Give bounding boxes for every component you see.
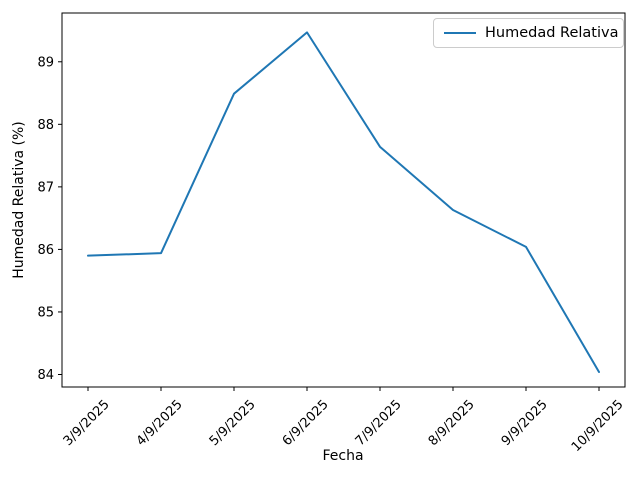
legend-line-sample-icon [444, 32, 476, 34]
x-tick-label: 6/9/2025 [280, 397, 332, 449]
x-tick-label: 7/9/2025 [353, 397, 405, 449]
y-tick-label: 87 [37, 180, 54, 195]
x-tick-label: 3/9/2025 [61, 397, 113, 449]
x-axis-label: Fecha [322, 448, 364, 464]
y-tick-label: 85 [37, 305, 54, 320]
x-tick-label: 9/9/2025 [499, 397, 551, 449]
plot-border [61, 12, 626, 388]
y-tick-label: 88 [37, 118, 54, 133]
x-tick-label: 8/9/2025 [426, 397, 478, 449]
y-axis-label: Humedad Relativa (%) [11, 121, 27, 279]
legend-label: Humedad Relativa [485, 25, 619, 41]
y-tick-label: 84 [37, 368, 54, 383]
x-tick-label: 4/9/2025 [134, 397, 186, 449]
x-tick-label: 5/9/2025 [207, 397, 259, 449]
x-tick-label: 10/9/2025 [569, 397, 627, 455]
y-tick-label: 89 [37, 55, 54, 70]
series-line-humedad-relativa [87, 31, 600, 373]
legend: Humedad Relativa [433, 18, 624, 48]
y-tick-label: 86 [37, 243, 54, 258]
